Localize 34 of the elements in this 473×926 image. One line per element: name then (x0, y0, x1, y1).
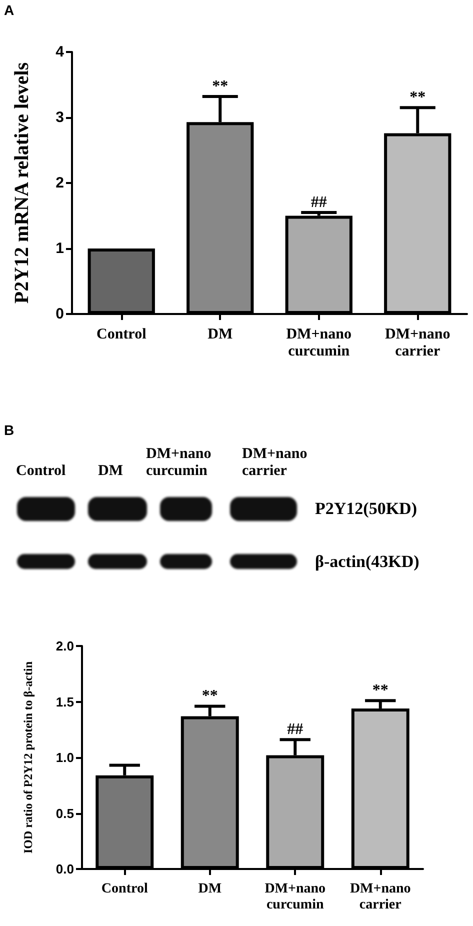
text: P2Y12(50KD) (315, 499, 417, 518)
y-tick-label: 1.5 (56, 694, 74, 710)
text: Control (16, 463, 66, 480)
y-tick-label: 1 (56, 240, 64, 257)
x-tick-label: DM+nano curcumin (286, 326, 352, 360)
annotation: ** (372, 682, 388, 700)
y-tick-label: 4 (56, 44, 65, 60)
x-tick-label: DM+nano carrier (350, 882, 411, 912)
y-tick-label: 2 (56, 174, 64, 192)
x-tick-label: Control (96, 326, 146, 342)
x-tick-label: DM (198, 882, 222, 896)
x-tick-label: DM+nano carrier (385, 326, 450, 360)
y-tick-label: 0.0 (56, 862, 74, 876)
annotation: ** (212, 78, 228, 96)
text: β-actin(43KD) (315, 552, 420, 571)
y-tick-label: 0 (56, 306, 64, 322)
y-tick-label: 3 (56, 109, 64, 126)
y-axis-title: IOD ratio of P2Y12 protein to β-actin (21, 661, 35, 854)
annotation: ** (410, 89, 426, 106)
annotation: ** (202, 688, 218, 705)
y-axis-title: P2Y12 mRNA relative levels (11, 62, 33, 304)
annotation: ## (287, 721, 304, 738)
y-tick-label: 2.0 (56, 638, 74, 654)
x-tick-label: DM (208, 326, 233, 342)
x-tick-label: Control (101, 882, 148, 896)
text: DM (98, 463, 123, 480)
chart-title: A (4, 2, 14, 18)
y-tick-label: 0.5 (56, 806, 74, 821)
text: DM+nano curcumin (146, 446, 212, 480)
annotation: ## (310, 194, 327, 211)
text: B (4, 422, 14, 438)
text: DM+nano carrier (242, 446, 308, 480)
x-tick-label: DM+nano curcumin (264, 882, 326, 912)
y-tick-label: 1.0 (56, 750, 74, 765)
